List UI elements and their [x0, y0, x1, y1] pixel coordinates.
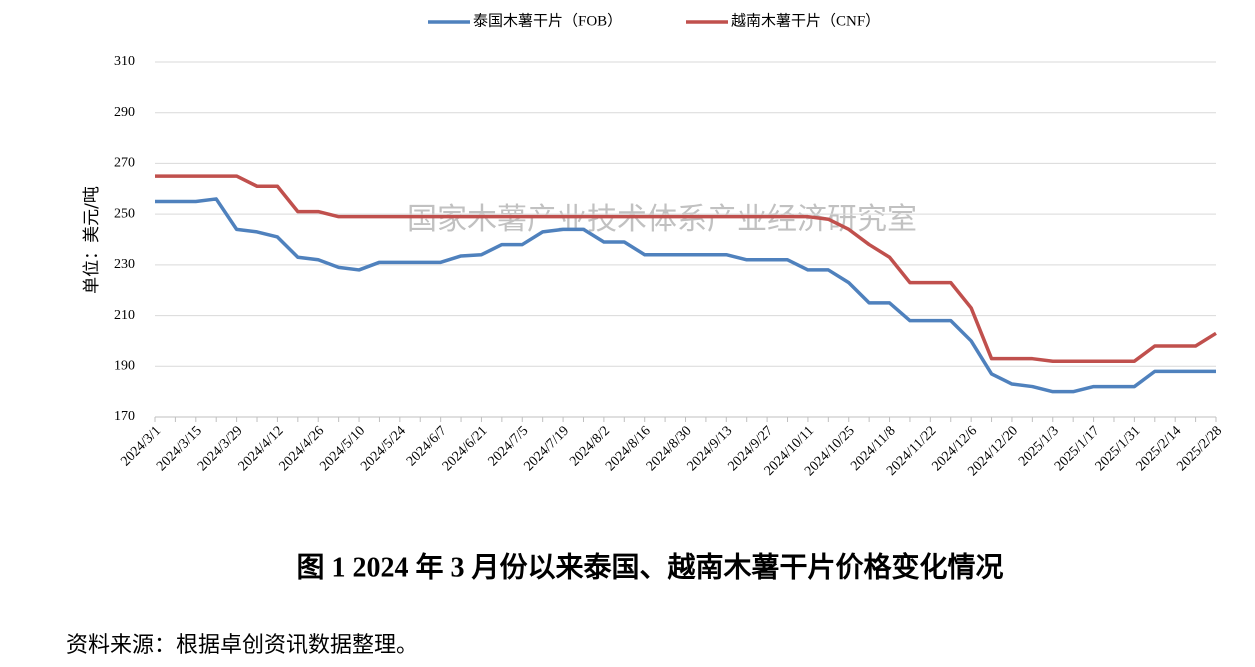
y-tick-label: 290: [114, 105, 135, 120]
series-line: [155, 174, 1217, 363]
series-line: [155, 197, 1216, 394]
source-note: 资料来源：根据卓创资讯数据整理。: [66, 632, 418, 657]
x-tick-label: 2025/2/28: [1174, 423, 1225, 474]
watermark: 国家木薯产业技术体系产业经济研究室: [407, 203, 917, 236]
y-tick-label: 210: [114, 308, 135, 323]
x-tick-label: 2024/6/21: [440, 423, 491, 474]
y-tick-label: 230: [114, 257, 135, 272]
y-tick-label: 310: [114, 54, 135, 69]
y-tick-label: 250: [114, 206, 135, 221]
x-tick-label: 2024/5/24: [358, 423, 409, 474]
y-tick-label: 170: [114, 409, 135, 424]
y-tick-label: 190: [114, 359, 135, 374]
x-tick-label: 2024/7/19: [521, 423, 572, 474]
caption: 图 1 2024 年 3 月份以来泰国、越南木薯干片价格变化情况: [296, 550, 1003, 583]
y-tick-label: 270: [114, 156, 135, 171]
legend-label: 泰国木薯干片（FOB）: [473, 12, 622, 29]
legend-label: 越南木薯干片（CNF）: [731, 12, 880, 29]
y-axis-label: 单位：美元/吨: [82, 186, 102, 294]
